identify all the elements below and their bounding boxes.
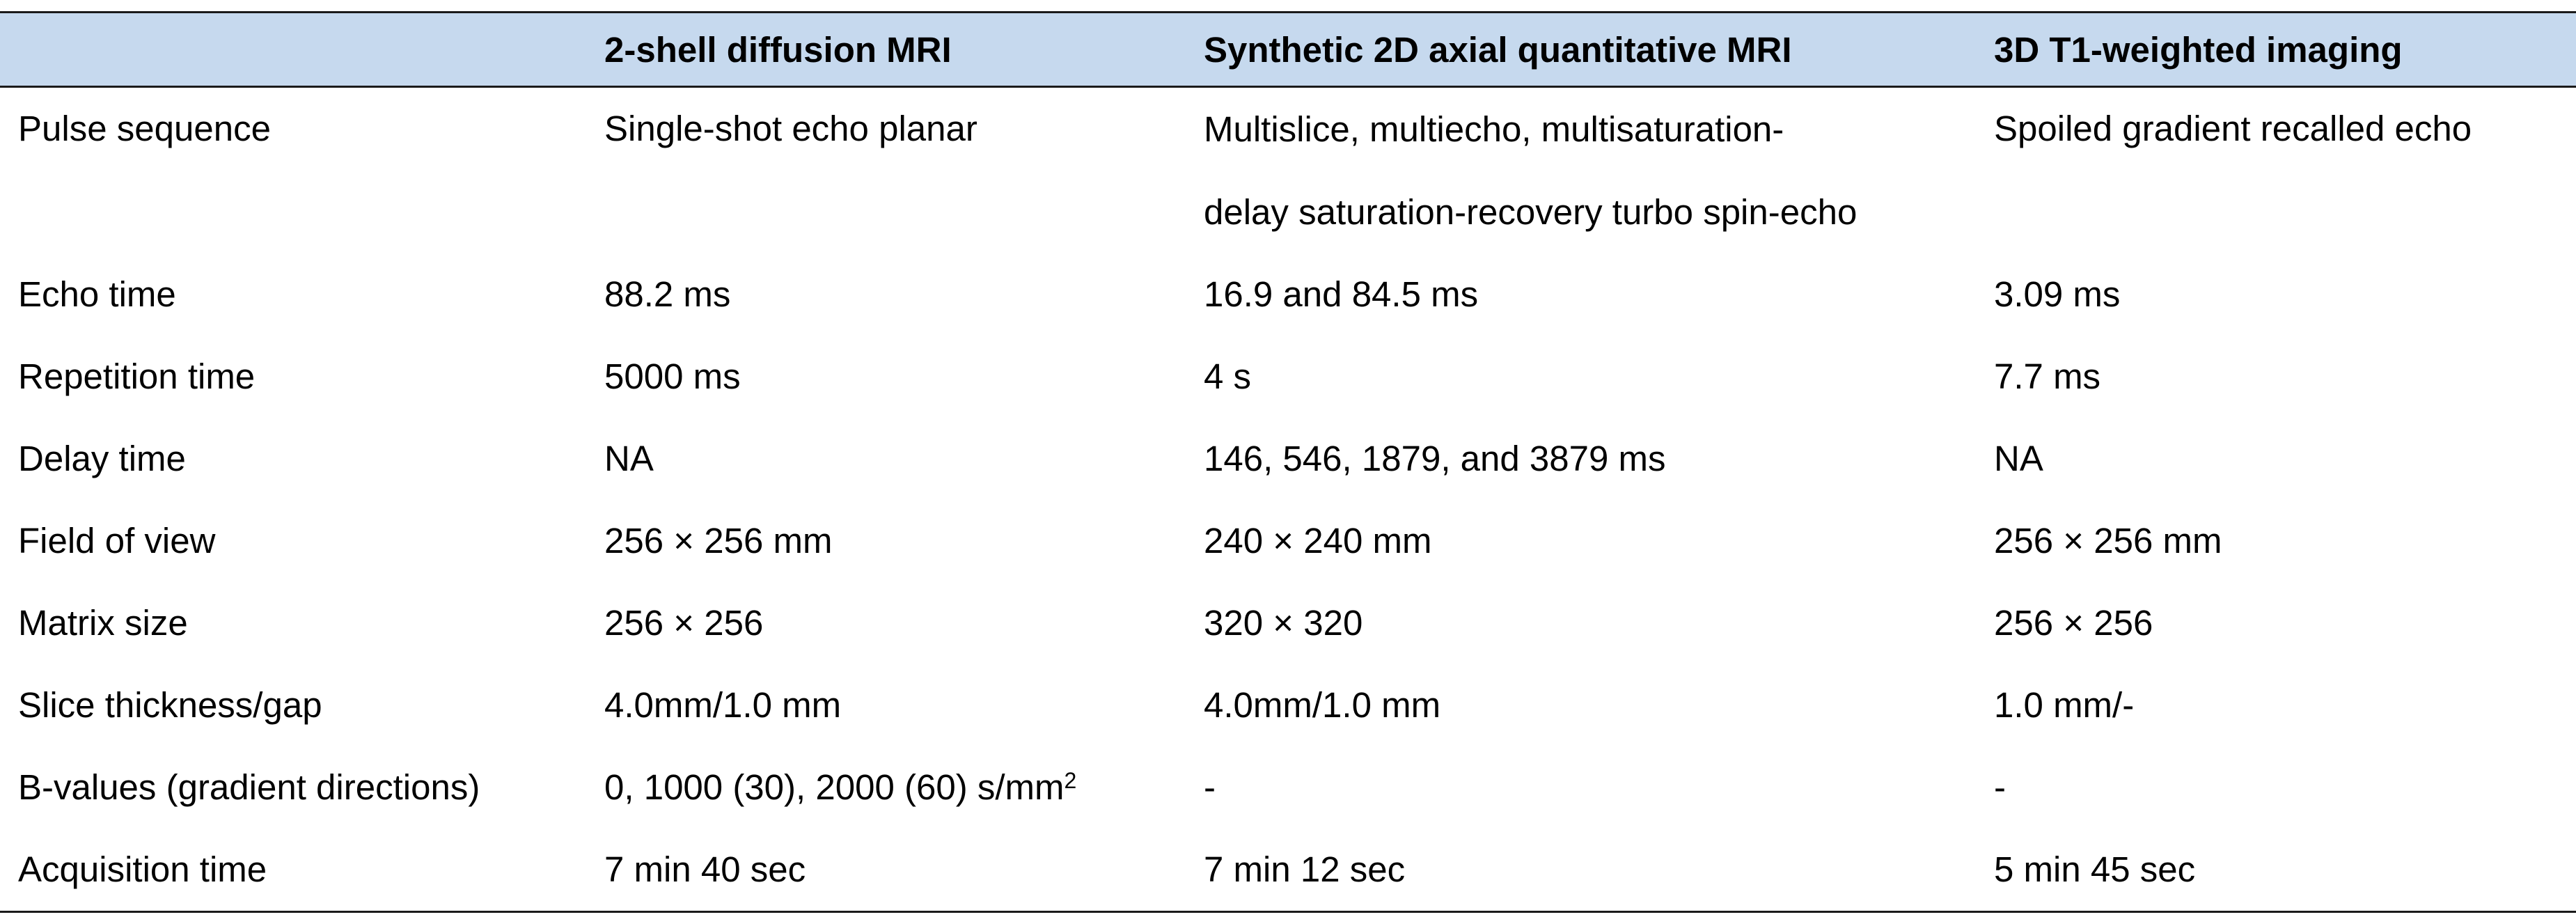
header-quantitative-mri: Synthetic 2D axial quantitative MRI — [1204, 29, 1792, 70]
mri-parameters-table: 2-shell diffusion MRI Synthetic 2D axial… — [0, 11, 2576, 913]
cell-quantitative-mri: - — [1204, 767, 1216, 807]
row-label: B-values (gradient directions) — [18, 767, 480, 807]
cell-t1-weighted: 256 × 256 mm — [1994, 521, 2222, 561]
row-label: Field of view — [18, 521, 216, 561]
table-header: 2-shell diffusion MRI Synthetic 2D axial… — [0, 12, 2576, 87]
table-row: Repetition time 5000 ms 4 s 7.7 ms — [0, 336, 2576, 418]
header-parameter — [0, 13, 586, 87]
cell-t1-weighted: 7.7 ms — [1994, 356, 2101, 396]
cell-diffusion-mri: Single-shot echo planar — [604, 109, 977, 148]
table-row: Echo time 88.2 ms 16.9 and 84.5 ms 3.09 … — [0, 253, 2576, 336]
cell-diffusion-mri: 4.0mm/1.0 mm — [604, 685, 842, 725]
row-label: Echo time — [18, 274, 176, 314]
cell-t1-weighted: 1.0 mm/- — [1994, 685, 2135, 725]
row-label: Repetition time — [18, 356, 256, 396]
cell-quantitative-mri: 4.0mm/1.0 mm — [1204, 685, 1441, 725]
header-t1-weighted: 3D T1-weighted imaging — [1994, 29, 2403, 70]
row-label: Pulse sequence — [18, 109, 271, 148]
cell-quantitative-mri: 7 min 12 sec — [1204, 849, 1406, 889]
header-diffusion-mri: 2-shell diffusion MRI — [604, 29, 952, 70]
cell-text-line-1: Multislice, multiecho, multisaturation- — [1204, 109, 1784, 149]
superscript-2: 2 — [1064, 768, 1077, 793]
cell-quantitative-mri: 146, 546, 1879, and 3879 ms — [1204, 439, 1666, 478]
cell-quantitative-mri: Multislice, multiecho, multisaturation- … — [1186, 87, 1976, 254]
cell-diffusion-mri: 256 × 256 — [604, 603, 764, 643]
cell-diffusion-mri: 256 × 256 mm — [604, 521, 833, 561]
row-label: Matrix size — [18, 603, 188, 643]
table-row: Pulse sequence Single-shot echo planar M… — [0, 87, 2576, 254]
cell-text-line-2: delay saturation-recovery turbo spin-ech… — [1204, 192, 1858, 232]
cell-diffusion-mri: 7 min 40 sec — [604, 849, 806, 889]
table-row: Acquisition time 7 min 40 sec 7 min 12 s… — [0, 829, 2576, 912]
cell-t1-weighted: 3.09 ms — [1994, 274, 2121, 314]
row-label: Acquisition time — [18, 849, 267, 889]
table-row: Slice thickness/gap 4.0mm/1.0 mm 4.0mm/1… — [0, 664, 2576, 746]
cell-t1-weighted: 256 × 256 — [1994, 603, 2153, 643]
table-body: Pulse sequence Single-shot echo planar M… — [0, 87, 2576, 912]
row-label: Delay time — [18, 439, 186, 478]
cell-quantitative-mri: 240 × 240 mm — [1204, 521, 1432, 561]
cell-quantitative-mri: 320 × 320 — [1204, 603, 1363, 643]
cell-t1-weighted: 5 min 45 sec — [1994, 849, 2196, 889]
cell-quantitative-mri: 4 s — [1204, 356, 1252, 396]
table-row: Field of view 256 × 256 mm 240 × 240 mm … — [0, 500, 2576, 582]
cell-quantitative-mri: 16.9 and 84.5 ms — [1204, 274, 1479, 314]
cell-t1-weighted: Spoiled gradient recalled echo — [1994, 109, 2472, 148]
cell-diffusion-mri: 5000 ms — [604, 356, 741, 396]
table-row: B-values (gradient directions) 0, 1000 (… — [0, 746, 2576, 829]
cell-diffusion-mri: 0, 1000 (30), 2000 (60) s/mm2 — [586, 746, 1186, 829]
cell-t1-weighted: - — [1994, 767, 2006, 807]
row-label: Slice thickness/gap — [18, 685, 322, 725]
b-values-text: 0, 1000 (30), 2000 (60) s/mm — [604, 767, 1065, 807]
cell-diffusion-mri: NA — [604, 439, 654, 478]
cell-diffusion-mri: 88.2 ms — [604, 274, 731, 314]
header-row: 2-shell diffusion MRI Synthetic 2D axial… — [0, 12, 2576, 87]
cell-t1-weighted: NA — [1994, 439, 2043, 478]
table-row: Delay time NA 146, 546, 1879, and 3879 m… — [0, 418, 2576, 500]
table-row: Matrix size 256 × 256 320 × 320 256 × 25… — [0, 582, 2576, 664]
